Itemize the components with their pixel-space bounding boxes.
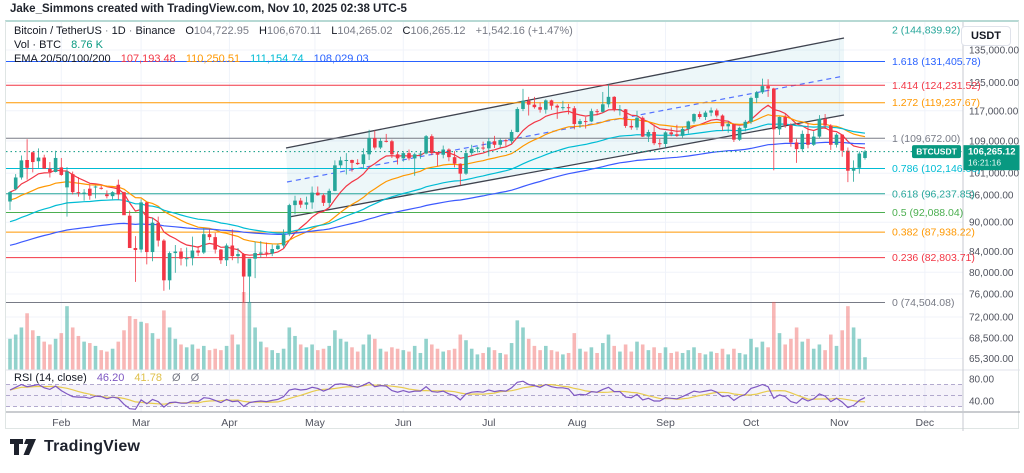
open-value: 104,722.95 (193, 25, 249, 37)
svg-text:0.236 (82,803.71): 0.236 (82,803.71) (892, 252, 975, 264)
tradingview-brand-text: TradingView (44, 438, 141, 455)
ema200-value: 108,029.03 (313, 53, 369, 65)
low-value: 104,265.02 (337, 25, 393, 37)
close-value: 106,265.12 (410, 25, 466, 37)
svg-text:0.382 (87,938.22): 0.382 (87,938.22) (892, 227, 975, 239)
fib-extension-lines[interactable] (6, 22, 885, 304)
exchange-label: Binance (135, 25, 176, 37)
svg-text:0.618 (96,237.85): 0.618 (96,237.85) (892, 188, 975, 200)
separator-dot: · (104, 25, 109, 37)
svg-text:Sep: Sep (656, 417, 675, 429)
rsi-empty-2: Ø (190, 372, 200, 384)
svg-text:80.00: 80.00 (969, 375, 994, 386)
svg-text:Jul: Jul (482, 417, 495, 429)
high-label: H (259, 25, 267, 37)
svg-text:Dec: Dec (916, 417, 935, 429)
low-label: L (331, 25, 338, 37)
ema-label: EMA 20/50/100/200 (14, 53, 111, 65)
close-label: C (402, 25, 411, 37)
svg-text:Aug: Aug (568, 417, 587, 429)
rsi-value: 46.20 (96, 372, 125, 384)
svg-text:72,000.00: 72,000.00 (969, 313, 1014, 324)
interval-label: 1D (111, 25, 126, 37)
high-value: 106,670.11 (266, 25, 322, 37)
svg-text:68,500.00: 68,500.00 (969, 334, 1014, 345)
svg-text:1.272 (119,237.67): 1.272 (119,237.67) (892, 97, 980, 109)
attribution-text: Jake_Simmons created with TradingView.co… (10, 3, 407, 15)
svg-text:Oct: Oct (743, 417, 759, 429)
volume-row[interactable]: Vol · BTC 8.76 K (14, 38, 573, 52)
svg-text:Feb: Feb (52, 417, 70, 429)
change-value: +1,542.16 (+1.47%) (475, 25, 573, 37)
svg-text:135,000.00: 135,000.00 (969, 45, 1019, 56)
rsi-pane[interactable] (6, 380, 963, 410)
svg-text:96,000.00: 96,000.00 (969, 190, 1014, 201)
svg-text:0.786 (102,146.06): 0.786 (102,146.06) (892, 163, 981, 175)
separator-dot: · (128, 25, 133, 37)
rsi-ma-line (9, 383, 866, 405)
fib-labels: 2 (144,839.92) 1.618 (131,405.78) 1.414 (1… (892, 25, 981, 310)
svg-text:Nov: Nov (830, 417, 849, 429)
svg-text:0 (74,504.08): 0 (74,504.08) (892, 297, 954, 309)
rsi-ma-value: 41.78 (134, 372, 162, 384)
time-axis[interactable]: Feb Mar Apr May Jun Jul Aug Sep Oct Nov Dec (52, 417, 934, 429)
svg-text:65,300.00: 65,300.00 (969, 354, 1014, 365)
svg-text:BTCUSDT: BTCUSDT (916, 147, 957, 157)
svg-text:90,000.00: 90,000.00 (969, 218, 1014, 229)
svg-text:16:21:16: 16:21:16 (968, 158, 1001, 168)
ema50-value: 110,250.51 (185, 53, 241, 65)
open-label: O (185, 25, 194, 37)
svg-text:80,000.00: 80,000.00 (969, 268, 1014, 279)
svg-text:Jun: Jun (395, 417, 412, 429)
svg-text:0.5 (92,088.04): 0.5 (92,088.04) (892, 207, 963, 219)
svg-text:109,000.00: 109,000.00 (969, 136, 1019, 147)
volume-label: Vol · BTC (14, 39, 62, 51)
price-axis[interactable]: 135,000.00 125,000.00 117,000.00 109,000.00… (969, 45, 1019, 407)
tradingview-footer[interactable]: TradingView (10, 438, 140, 456)
volume-bars (8, 292, 867, 370)
svg-text:76,000.00: 76,000.00 (969, 290, 1014, 301)
ema-row[interactable]: EMA 20/50/100/200 107,193.48 110,250.51 … (14, 52, 573, 66)
svg-text:1 (109,672.00): 1 (109,672.00) (892, 133, 960, 145)
symbol-title: Bitcoin / TetherUS (14, 25, 102, 37)
svg-text:84,000.00: 84,000.00 (969, 247, 1014, 258)
symbol-ohlc-row[interactable]: Bitcoin / TetherUS · 1D · Binance O104,7… (14, 24, 573, 38)
svg-text:2 (144,839.92): 2 (144,839.92) (892, 25, 960, 37)
chart-canvas[interactable]: 135,000.00 125,000.00 117,000.00 109,000.00… (6, 22, 1020, 431)
chart-legend[interactable]: Bitcoin / TetherUS · 1D · Binance O104,7… (14, 24, 573, 66)
currency-toggle[interactable]: USDT (961, 26, 1011, 46)
svg-text:1.414 (124,231.52): 1.414 (124,231.52) (892, 80, 981, 92)
rsi-legend[interactable]: RSI (14, close) 46.20 41.78 Ø Ø (14, 372, 199, 384)
svg-text:40.00: 40.00 (969, 397, 994, 408)
rsi-label: RSI (14, close) (14, 372, 87, 384)
ema100-value: 111,154.74 (250, 53, 304, 65)
volume-value: 8.76 K (71, 39, 103, 51)
svg-text:125,000.00: 125,000.00 (969, 78, 1019, 89)
svg-text:Mar: Mar (132, 417, 151, 429)
svg-text:117,000.00: 117,000.00 (969, 106, 1019, 117)
svg-text:101,000.00: 101,000.00 (969, 169, 1019, 180)
ema20-value: 107,193.48 (120, 53, 176, 65)
chart-widget: 135,000.00 125,000.00 117,000.00 109,000.00… (5, 20, 1020, 431)
tradingview-logo-icon (10, 439, 36, 455)
svg-text:106,265.12: 106,265.12 (968, 147, 1016, 158)
rsi-empty-1: Ø (172, 372, 181, 384)
svg-text:Apr: Apr (221, 417, 238, 429)
svg-text:1.618 (131,405.78): 1.618 (131,405.78) (892, 56, 981, 68)
candles-layer (8, 78, 867, 303)
svg-text:May: May (305, 417, 326, 429)
rsi-line (9, 380, 866, 410)
